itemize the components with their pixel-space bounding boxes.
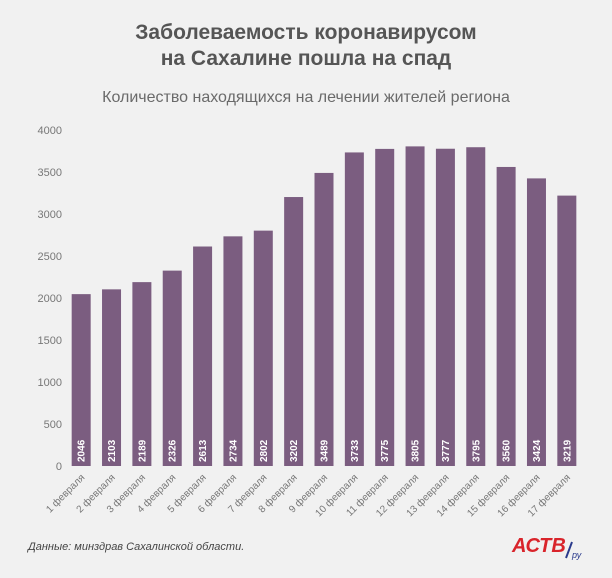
bar-value-label: 2326 bbox=[168, 439, 179, 462]
bar bbox=[314, 172, 334, 466]
bar-value-label: 3795 bbox=[471, 439, 482, 462]
y-tick-label: 0 bbox=[56, 461, 62, 473]
y-tick-label: 3000 bbox=[38, 209, 62, 221]
bar bbox=[375, 148, 395, 466]
title-line-1: Заболеваемость коронавирусом bbox=[135, 21, 477, 44]
bar bbox=[132, 282, 152, 466]
logo-text: АСТВ bbox=[511, 535, 566, 557]
y-tick-label: 2500 bbox=[38, 251, 62, 263]
bar-value-label: 3560 bbox=[502, 439, 513, 462]
logo-slash bbox=[565, 541, 573, 559]
bar-value-label: 3424 bbox=[532, 439, 543, 462]
bar bbox=[193, 246, 213, 466]
bar bbox=[466, 147, 486, 466]
y-tick-label: 3500 bbox=[38, 167, 62, 179]
y-tick-label: 4000 bbox=[38, 125, 62, 137]
bar-value-label: 2103 bbox=[107, 439, 118, 462]
bar-value-label: 2046 bbox=[77, 439, 88, 462]
bar-value-label: 3202 bbox=[289, 439, 300, 462]
bar-value-label: 2734 bbox=[228, 439, 239, 462]
bar bbox=[435, 148, 455, 466]
bar bbox=[405, 146, 425, 466]
chart-subtitle: Количество находящихся на лечении жителе… bbox=[102, 89, 510, 106]
bar-value-label: 3219 bbox=[562, 439, 573, 462]
astv-logo: АСТВ ру bbox=[511, 535, 582, 560]
source-note: Данные: минздрав Сахалинской области. bbox=[28, 541, 245, 553]
bar bbox=[253, 230, 273, 466]
logo-suffix: ру bbox=[571, 550, 582, 560]
bar bbox=[344, 152, 364, 467]
bar-value-label: 3777 bbox=[441, 439, 452, 462]
bar-value-label: 3733 bbox=[350, 439, 361, 462]
bar bbox=[526, 178, 546, 466]
bar bbox=[496, 166, 516, 466]
title-line-2: на Сахалине пошла на спад bbox=[160, 47, 452, 70]
bar bbox=[71, 294, 91, 466]
bar-value-label: 2613 bbox=[198, 439, 209, 462]
y-tick-label: 1000 bbox=[38, 377, 62, 389]
bar bbox=[284, 197, 304, 467]
y-tick-label: 500 bbox=[44, 419, 62, 431]
bar bbox=[557, 195, 577, 466]
bar-value-label: 3489 bbox=[320, 439, 331, 462]
bar-value-label: 2189 bbox=[137, 439, 148, 462]
bar bbox=[102, 289, 122, 466]
bar-value-label: 3775 bbox=[380, 439, 391, 462]
bar-value-label: 2802 bbox=[259, 439, 270, 462]
bar-value-label: 3805 bbox=[411, 439, 422, 462]
bar bbox=[223, 236, 243, 466]
y-tick-label: 1500 bbox=[38, 335, 62, 347]
bar bbox=[162, 270, 182, 466]
chart-title: Заболеваемость коронавирусом на Сахалине… bbox=[0, 20, 612, 72]
y-tick-label: 2000 bbox=[38, 293, 62, 305]
